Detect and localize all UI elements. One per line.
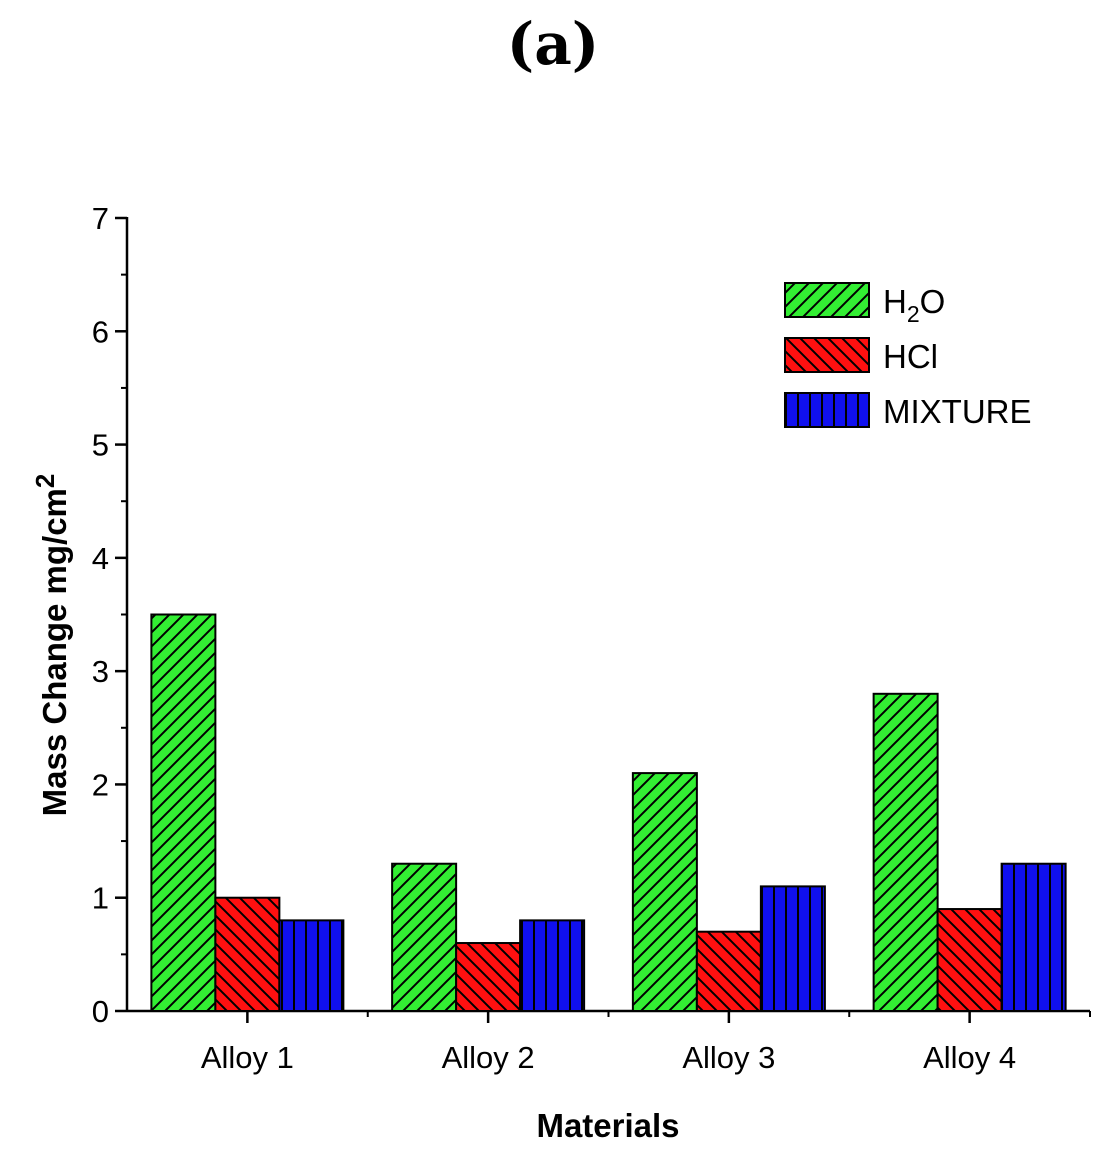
bar-mixture-alloy-1 (278, 919, 345, 1012)
bar-h2o-alloy-4 (872, 692, 939, 1012)
x-tick-label: Alloy 4 (923, 1040, 1016, 1075)
x-tick-label: Alloy 2 (442, 1040, 535, 1075)
bar-h2o-alloy-2 (391, 862, 458, 1012)
bar-hcl-alloy-2 (455, 942, 522, 1012)
bar-hcl-alloy-4 (936, 908, 1003, 1012)
bar-h2o-alloy-1 (150, 613, 217, 1012)
y-axis-title: Mass Change mg/cm2 (30, 474, 73, 817)
bars (150, 613, 1067, 1013)
y-tick-label: 2 (92, 767, 109, 802)
y-tick-label: 6 (92, 314, 109, 349)
legend-swatch-h2o (784, 282, 870, 318)
y-axis-title-superscript: 2 (30, 474, 60, 488)
bar-mixture-alloy-3 (759, 885, 826, 1013)
legend-swatch-mixture (784, 392, 870, 428)
y-axis-title-main: Mass Change mg/cm (36, 488, 73, 816)
y-tick-label: 3 (92, 654, 109, 689)
x-tick-label: Alloy 3 (682, 1040, 775, 1075)
x-axis-title: Materials (536, 1107, 679, 1144)
bar-h2o-alloy-3 (631, 772, 698, 1012)
bar-mixture-alloy-2 (519, 919, 586, 1012)
y-tick-label: 4 (92, 541, 109, 576)
y-tick-label: 1 (92, 881, 109, 916)
panel-label: (a) (506, 10, 600, 78)
bar-hcl-alloy-3 (695, 930, 762, 1013)
legend-label-hcl: HCl (883, 338, 938, 375)
bar-mixture-alloy-4 (1000, 862, 1067, 1012)
legend-label-mixture: MIXTURE (883, 393, 1032, 430)
y-tick-label: 5 (92, 428, 109, 463)
y-tick-label: 7 (92, 201, 109, 236)
bar-hcl-alloy-1 (214, 896, 281, 1013)
legend: H2O HCl MIXTURE (784, 282, 1032, 430)
x-tick-label: Alloy 1 (201, 1040, 294, 1075)
axes: 0 1 2 3 4 5 6 7 Alloy 1 Alloy 2 Alloy 3 Alloy 4 (92, 201, 1091, 1075)
y-tick-label: 0 (92, 994, 109, 1029)
legend-swatch-hcl (784, 337, 870, 373)
legend-label-h2o: H2O (883, 283, 945, 327)
